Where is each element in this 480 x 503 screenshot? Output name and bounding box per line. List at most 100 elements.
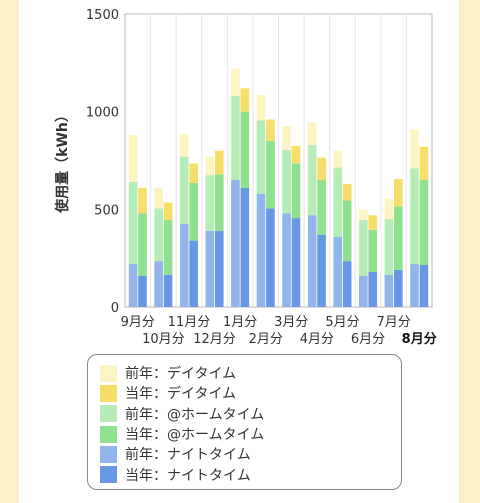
bar-segment <box>256 120 266 194</box>
y-tick-label: 500 <box>94 203 119 218</box>
legend-label: 前年：ナイトタイム <box>125 447 251 464</box>
bar-segment <box>307 215 317 307</box>
bar-segment <box>384 198 394 220</box>
bar-segment <box>333 150 343 168</box>
legend-item-prev-home: 前年：@ホームタイム <box>100 404 401 424</box>
bar-segment <box>317 180 326 235</box>
bar-segment <box>342 200 352 262</box>
y-tick-label: 1000 <box>86 106 119 121</box>
bar-segment <box>179 156 189 224</box>
bar-segment <box>307 122 317 145</box>
bar-segment <box>359 209 368 221</box>
bar-segment <box>384 219 394 275</box>
bar-segment <box>205 156 215 176</box>
legend-label: 当年：デイタイム <box>125 386 237 403</box>
x-tick-label: 9月分 <box>121 315 155 330</box>
x-tick-label: 3月分 <box>274 315 308 330</box>
legend-swatch <box>100 445 117 463</box>
bar-segment <box>342 261 352 307</box>
bar-segment <box>256 95 266 121</box>
legend-label: 当年：ナイトタイム <box>125 467 251 484</box>
bar-segment <box>240 88 250 112</box>
bar-segment <box>384 274 394 307</box>
bar-segment <box>163 202 173 221</box>
bar-segment <box>317 234 326 307</box>
legend-swatch <box>100 425 117 443</box>
bar-segment <box>189 182 198 241</box>
y-tick-label: 1500 <box>86 8 119 23</box>
legend-item-prev-day: 前年：デイタイム <box>100 363 401 383</box>
legend-swatch <box>100 384 117 402</box>
bar-segment <box>282 126 291 150</box>
bar-segment <box>368 271 378 307</box>
bar-segment <box>317 157 326 181</box>
bar-segment <box>419 180 429 266</box>
bar-segment <box>214 150 224 175</box>
legend-swatch <box>100 466 117 484</box>
bar-segment <box>342 183 352 201</box>
bar-segment <box>282 213 291 307</box>
bar-segment <box>368 215 378 230</box>
y-tick-label: 0 <box>111 301 119 316</box>
x-tick-label: 4月分 <box>300 332 334 347</box>
bar-segment <box>189 163 198 183</box>
bar-segment <box>231 96 240 181</box>
bar-segment <box>214 174 224 231</box>
bar-segment <box>128 135 138 182</box>
bar-segment <box>291 218 301 307</box>
bar-segment <box>394 269 403 307</box>
bar-segment <box>189 240 198 307</box>
bar-segment <box>410 129 419 169</box>
chart-legend: 前年：デイタイム 当年：デイタイム 前年：@ホームタイム 当年：@ホームタイム … <box>87 354 402 490</box>
x-tick-label: 7月分 <box>376 315 410 330</box>
bar-segment <box>138 275 147 307</box>
bar-segment <box>240 187 250 307</box>
bar-segment <box>231 68 240 97</box>
x-tick-label: 2月分 <box>249 332 283 347</box>
legend-item-curr-home: 当年：@ホームタイム <box>100 424 401 444</box>
bar-segment <box>266 140 275 209</box>
legend-label: 前年：デイタイム <box>125 366 237 383</box>
bar-segment <box>154 187 163 209</box>
bar-segment <box>368 229 378 272</box>
bar-segment <box>138 187 147 214</box>
bar-segment <box>205 175 215 231</box>
legend-label: 前年：@ホームタイム <box>125 406 265 423</box>
x-tick-label: 5月分 <box>325 315 359 330</box>
bar-segment <box>333 236 343 307</box>
bar-segment <box>282 149 291 214</box>
legend-swatch <box>100 364 117 382</box>
x-tick-label: 10月分 <box>142 332 185 347</box>
bar-segment <box>240 111 250 188</box>
bar-segment <box>138 213 147 276</box>
bar-segment <box>214 230 224 307</box>
bar-segment <box>163 274 173 307</box>
y-axis-label: 使用量（kWh） <box>54 108 71 214</box>
bar-segment <box>205 230 215 307</box>
bar-segment <box>419 146 429 181</box>
x-tick-label: 12月分 <box>193 332 236 347</box>
bar-segment <box>359 220 368 276</box>
bar-segment <box>154 261 163 307</box>
bar-segment <box>179 134 189 157</box>
bar-segment <box>410 168 419 265</box>
bar-segment <box>307 144 317 216</box>
bar-segment <box>394 179 403 207</box>
x-tick-label: 1月分 <box>223 315 257 330</box>
bar-segment <box>359 275 368 307</box>
bar-segment <box>419 265 429 307</box>
bar-segment <box>256 193 266 307</box>
bar-segment <box>333 167 343 237</box>
x-tick-label: 8月分 <box>402 331 437 347</box>
legend-swatch <box>100 405 117 423</box>
legend-item-prev-night: 前年：ナイトタイム <box>100 444 401 464</box>
bar-segment <box>179 223 189 307</box>
bar-segment <box>266 208 275 307</box>
legend-label: 当年：@ホームタイム <box>125 427 265 444</box>
bar-segment <box>128 181 138 265</box>
bar-segment <box>291 163 301 219</box>
bar-segment <box>266 119 275 141</box>
bar-segment <box>291 145 301 164</box>
bar-segment <box>128 264 138 307</box>
